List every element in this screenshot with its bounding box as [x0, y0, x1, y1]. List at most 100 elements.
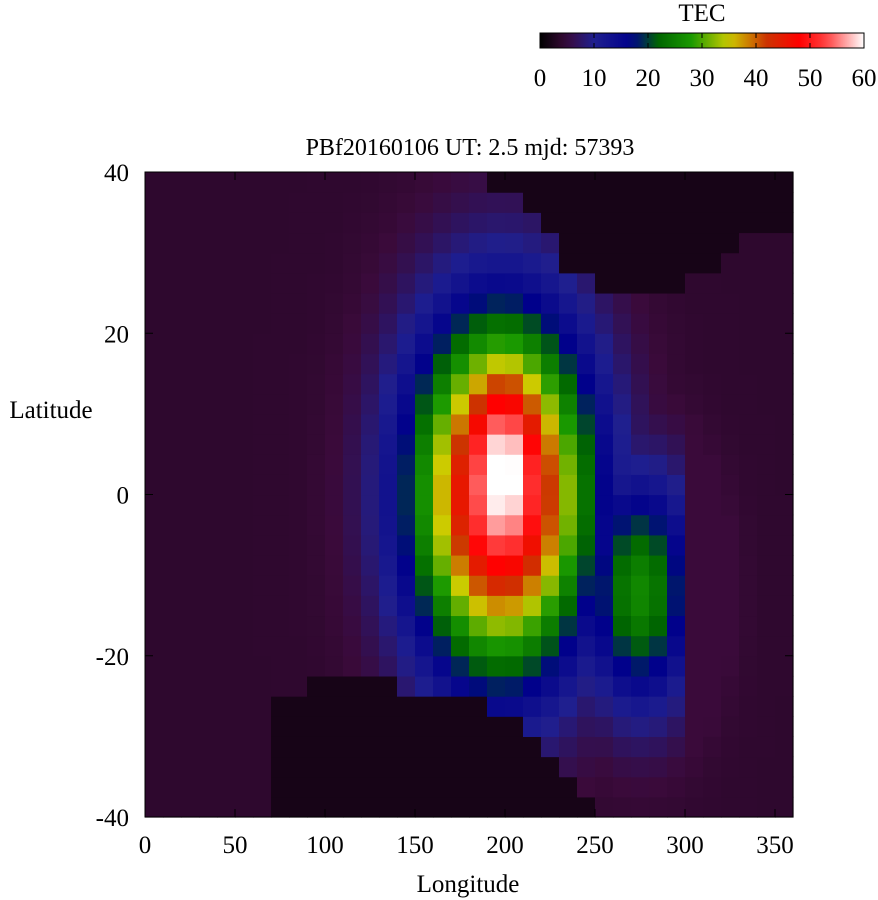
- heatmap-cell: [505, 393, 524, 415]
- heatmap-cell: [541, 756, 560, 778]
- heatmap-cell: [739, 575, 758, 596]
- heatmap-cell: [523, 655, 542, 677]
- heatmap-cell: [379, 534, 398, 556]
- heatmap-cell: [325, 454, 344, 475]
- heatmap-cell: [505, 615, 524, 637]
- heatmap-cell: [343, 313, 362, 334]
- heatmap-cell: [649, 736, 668, 758]
- heatmap-cell: [433, 776, 452, 798]
- heatmap-cell: [649, 333, 668, 355]
- heatmap-cell: [181, 353, 200, 375]
- heatmap-cell: [703, 292, 722, 314]
- heatmap-cell: [703, 756, 722, 778]
- heatmap-cell: [631, 454, 650, 475]
- heatmap-cell: [775, 796, 794, 818]
- heatmap-cell: [667, 212, 686, 234]
- heatmap-cell: [217, 393, 236, 415]
- heatmap-cell: [217, 292, 236, 314]
- heatmap-cell: [739, 554, 758, 576]
- heatmap-cell: [505, 494, 524, 516]
- heatmap-cell: [469, 232, 488, 254]
- heatmap-cell: [721, 756, 740, 778]
- heatmap-cell: [559, 252, 578, 274]
- heatmap-cell: [739, 292, 758, 314]
- heatmap-cell: [595, 212, 614, 234]
- heatmap-cell: [505, 696, 524, 717]
- heatmap-cell: [343, 595, 362, 617]
- heatmap-cell: [739, 736, 758, 758]
- heatmap-cell: [775, 192, 794, 213]
- heatmap-cell: [559, 776, 578, 798]
- heatmap-cell: [145, 454, 164, 475]
- heatmap-cell: [325, 635, 344, 657]
- heatmap-cell: [505, 353, 524, 375]
- heatmap-cell: [217, 272, 236, 294]
- heatmap-cell: [595, 172, 614, 193]
- heatmap-cell: [685, 413, 704, 435]
- heatmap-cell: [559, 716, 578, 737]
- heatmap-cell: [559, 313, 578, 334]
- heatmap-cell: [163, 252, 182, 274]
- heatmap-cell: [181, 393, 200, 415]
- heatmap-cell: [379, 373, 398, 395]
- heatmap-cell: [649, 413, 668, 435]
- chart-title: PBf20160106 UT: 2.5 mjd: 57393: [306, 135, 635, 161]
- heatmap-cell: [469, 595, 488, 617]
- heatmap-cell: [757, 776, 776, 798]
- heatmap-cell: [181, 696, 200, 717]
- heatmap-cell: [361, 615, 380, 637]
- heatmap-cell: [649, 272, 668, 294]
- heatmap-cell: [469, 494, 488, 516]
- heatmap-cell: [541, 292, 560, 314]
- heatmap-cell: [721, 575, 740, 596]
- heatmap-cell: [433, 716, 452, 737]
- heatmap-cell: [739, 635, 758, 657]
- heatmap-cell: [487, 373, 506, 395]
- heatmap-cell: [631, 373, 650, 395]
- heatmap-cell: [397, 635, 416, 657]
- heatmap-cell: [181, 554, 200, 576]
- heatmap-cell: [307, 212, 326, 234]
- heatmap-cell: [397, 756, 416, 778]
- heatmap-cell: [397, 292, 416, 314]
- heatmap-cell: [271, 353, 290, 375]
- heatmap-cell: [145, 232, 164, 254]
- heatmap-cell: [325, 373, 344, 395]
- heatmap-cell: [577, 373, 596, 395]
- heatmap-cell: [577, 655, 596, 677]
- heatmap-cell: [613, 393, 632, 415]
- heatmap-cell: [577, 595, 596, 617]
- heatmap-cell: [541, 796, 560, 818]
- heatmap-cell: [775, 716, 794, 737]
- heatmap-cell: [145, 575, 164, 596]
- heatmap-cell: [613, 716, 632, 737]
- heatmap-cell: [451, 474, 470, 496]
- heatmap-cell: [703, 494, 722, 516]
- heatmap-cell: [415, 252, 434, 274]
- heatmap-cell: [559, 756, 578, 778]
- heatmap-cell: [217, 434, 236, 455]
- heatmap-cell: [739, 353, 758, 375]
- heatmap-cell: [649, 756, 668, 778]
- heatmap-cell: [361, 696, 380, 717]
- heatmap-cell: [415, 534, 434, 556]
- heatmap-cell: [451, 313, 470, 334]
- heatmap-cell: [289, 514, 308, 536]
- heatmap-cell: [703, 212, 722, 234]
- heatmap-cell: [217, 252, 236, 274]
- heatmap-cell: [163, 575, 182, 596]
- heatmap-cell: [757, 655, 776, 677]
- heatmap-cell: [433, 514, 452, 536]
- heatmap-cell: [721, 514, 740, 536]
- heatmap-cell: [145, 615, 164, 637]
- heatmap-cell: [559, 172, 578, 193]
- heatmap-cell: [343, 373, 362, 395]
- heatmap-cell: [757, 494, 776, 516]
- heatmap-cell: [217, 534, 236, 556]
- heatmap-cell: [163, 675, 182, 697]
- heatmap-cell: [703, 313, 722, 334]
- heatmap-cell: [667, 696, 686, 717]
- heatmap-cell: [379, 292, 398, 314]
- heatmap-cell: [469, 696, 488, 717]
